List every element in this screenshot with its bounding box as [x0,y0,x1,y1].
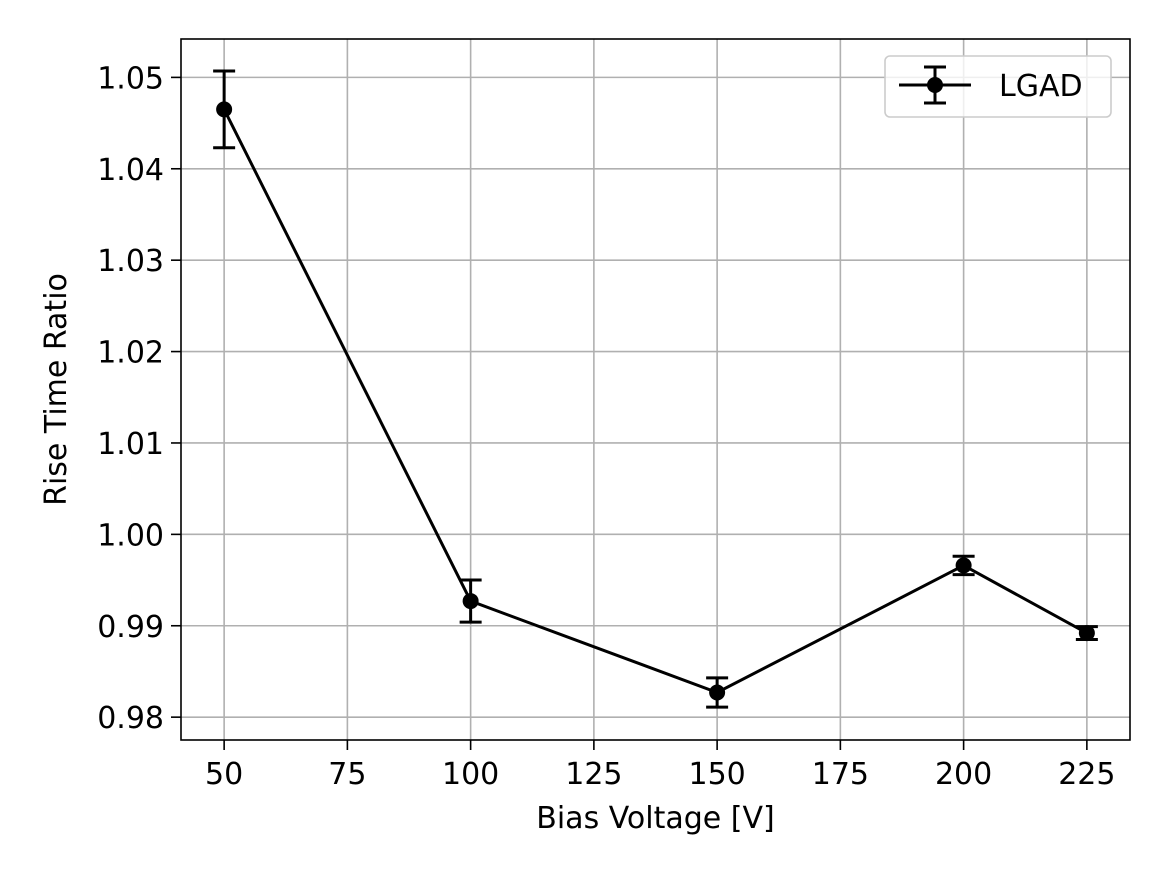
x-tick-label: 225 [1058,757,1115,792]
x-tick-label: 50 [205,757,243,792]
y-tick-label: 1.04 [97,153,164,188]
x-tick-label: 175 [812,757,869,792]
legend-dot [927,77,943,93]
series-line [222,108,1088,695]
legend-label-lgad: LGAD [999,69,1083,104]
x-tick-label: 125 [565,757,622,792]
legend: LGAD [884,55,1112,118]
y-tick-label: 0.98 [97,701,164,736]
data-point [1078,625,1095,642]
data-point [709,684,726,701]
x-tick-label: 100 [442,757,499,792]
data-point [216,101,233,118]
y-tick-label: 0.99 [97,610,164,645]
legend-marker-lgad [899,65,971,105]
x-axis-label: Bias Voltage [V] [536,801,774,836]
y-tick-label: 1.01 [97,427,164,462]
x-tick-label: 75 [328,757,366,792]
y-tick-label: 1.00 [97,518,164,553]
y-axis: 0.98 0.99 1.00 1.01 1.02 1.03 1.04 1.05 [97,61,181,736]
series-lgad [213,69,1098,709]
x-tick-label: 150 [688,757,745,792]
data-point [462,593,479,610]
y-tick-label: 1.03 [97,244,164,279]
y-tick-label: 1.02 [97,336,164,371]
x-axis: 50 75 100 125 150 175 200 225 [205,740,1115,792]
y-axis-label: Rise Time Ratio [39,273,74,506]
plot-frame [180,38,1131,741]
grid [181,39,1130,740]
y-tick-label: 1.05 [97,61,164,96]
data-point [955,557,972,574]
x-tick-label: 200 [935,757,992,792]
